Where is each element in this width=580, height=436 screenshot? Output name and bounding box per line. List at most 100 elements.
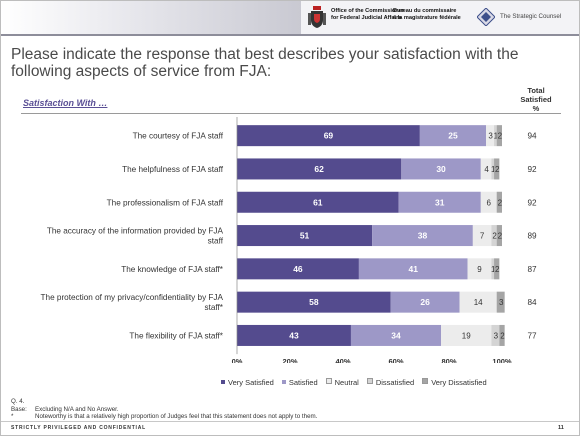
bar-segment bbox=[496, 191, 502, 213]
data-label: 38 bbox=[418, 231, 428, 241]
legend-item: Very Dissatisfied bbox=[422, 378, 487, 387]
data-label: 3 bbox=[488, 132, 493, 141]
data-label: 2 bbox=[498, 198, 503, 207]
legend-label: Neutral bbox=[334, 378, 359, 387]
category-label: The knowledge of FJA staff* bbox=[121, 265, 224, 274]
legend-item: Very Satisfied bbox=[221, 378, 274, 387]
total-satisfied-header: Total Satisfied % bbox=[520, 86, 552, 113]
footnotes: Q. 4. Base: Excluding N/A and No Answer. … bbox=[11, 398, 317, 421]
total-satisfied-value: 84 bbox=[527, 298, 537, 307]
category-label: The protection of my privacy/confidentia… bbox=[41, 293, 224, 302]
legend-item: Satisfied bbox=[281, 378, 318, 387]
bar-segment bbox=[237, 324, 351, 346]
bar-segment bbox=[472, 225, 492, 247]
header-panel bbox=[301, 1, 579, 35]
bar-segment bbox=[441, 324, 492, 346]
data-label: 69 bbox=[324, 131, 334, 141]
x-tick-label: 80% bbox=[441, 357, 456, 363]
total-satisfied-value: 89 bbox=[527, 232, 537, 241]
x-tick-label: 0% bbox=[232, 357, 243, 363]
data-label: 26 bbox=[420, 297, 430, 307]
bar-segment bbox=[398, 191, 481, 213]
data-label: 25 bbox=[448, 131, 458, 141]
data-label: 2 bbox=[498, 132, 503, 141]
chart-legend: Very Satisfied Satisfied Neutral Dissatisfi… bbox=[221, 378, 495, 387]
data-label: 30 bbox=[436, 164, 446, 174]
strategic-counsel-logo-icon bbox=[477, 8, 495, 26]
data-label: 46 bbox=[293, 264, 303, 274]
x-tick-label: 40% bbox=[335, 357, 350, 363]
data-label: 4 bbox=[484, 165, 489, 174]
satisfaction-with-heading: Satisfaction With … bbox=[23, 98, 108, 108]
legend-label: Very Dissatisfied bbox=[431, 378, 487, 387]
bar-segment bbox=[467, 258, 492, 280]
bar-segment bbox=[494, 125, 497, 147]
note-question: Q. 4. bbox=[11, 398, 25, 405]
bar-segment bbox=[480, 158, 492, 180]
bar-segment bbox=[358, 258, 468, 280]
bar-segment bbox=[459, 291, 497, 313]
page-title: Please indicate the response that best d… bbox=[11, 46, 519, 80]
category-label: staff* bbox=[204, 303, 223, 312]
data-label: 9 bbox=[477, 265, 482, 274]
bar-segment bbox=[237, 125, 420, 147]
page-number: 11 bbox=[558, 425, 564, 431]
data-label: 34 bbox=[391, 330, 401, 340]
data-label: 1 bbox=[494, 132, 499, 141]
data-label: 6 bbox=[487, 198, 492, 207]
data-label: 14 bbox=[474, 298, 483, 307]
x-tick-label: 20% bbox=[282, 357, 297, 363]
x-tick-label: 100% bbox=[492, 357, 512, 363]
category-label: The professionalism of FJA staff bbox=[107, 198, 224, 207]
legend-swatch bbox=[325, 378, 332, 384]
total-satisfied-value: 92 bbox=[527, 165, 537, 174]
data-label: 2 bbox=[495, 165, 500, 174]
total-satisfied-value: 92 bbox=[527, 198, 537, 207]
data-label: 2 bbox=[492, 232, 497, 241]
total-satisfied-value: 87 bbox=[527, 265, 537, 274]
bar-segment bbox=[491, 225, 497, 247]
confidentiality-footer: STRICTLY PRIVILEGED AND CONFIDENTIAL bbox=[11, 425, 147, 431]
coat-of-arms-icon bbox=[308, 6, 326, 28]
bar-segment bbox=[480, 191, 497, 213]
heading-rule bbox=[21, 113, 561, 114]
category-label: The helpfulness of FJA staff bbox=[122, 165, 224, 174]
bar-segment bbox=[237, 291, 391, 313]
bar-segment bbox=[491, 158, 495, 180]
data-label: 19 bbox=[462, 331, 471, 340]
bar-segment bbox=[496, 225, 502, 247]
category-label: The accuracy of the information provided… bbox=[47, 227, 224, 236]
header-gradient bbox=[1, 1, 301, 35]
bar-segment bbox=[237, 158, 402, 180]
note-base: Base: Excluding N/A and No Answer. bbox=[11, 405, 119, 413]
data-label: 1 bbox=[491, 265, 496, 274]
bar-segment bbox=[496, 291, 505, 313]
data-label: 31 bbox=[435, 197, 445, 207]
bar-segment bbox=[491, 324, 500, 346]
data-label: 43 bbox=[289, 330, 299, 340]
category-label: The courtesy of FJA staff bbox=[133, 132, 224, 141]
legend-swatch bbox=[366, 378, 373, 384]
data-label: 2 bbox=[495, 265, 500, 274]
data-label: 3 bbox=[499, 298, 504, 307]
data-label: 61 bbox=[313, 197, 323, 207]
bar-segment bbox=[372, 225, 473, 247]
firm-name: The Strategic Counsel bbox=[500, 13, 562, 20]
bar-segment bbox=[237, 225, 373, 247]
bar-segment bbox=[486, 125, 495, 147]
data-label: 7 bbox=[480, 232, 485, 241]
bar-segment bbox=[237, 191, 399, 213]
bar-segment bbox=[491, 258, 495, 280]
bar-segment bbox=[390, 291, 460, 313]
legend-label: Dissatisfied bbox=[375, 378, 415, 387]
legend-item: Dissatisfied bbox=[366, 378, 415, 387]
legend-label: Very Satisfied bbox=[228, 378, 274, 387]
data-label: 62 bbox=[314, 164, 324, 174]
legend-item: Neutral bbox=[325, 378, 359, 387]
bar-segment bbox=[401, 158, 481, 180]
x-tick-label: 60% bbox=[388, 357, 403, 363]
data-label: 3 bbox=[494, 331, 499, 340]
data-label: 58 bbox=[309, 297, 319, 307]
